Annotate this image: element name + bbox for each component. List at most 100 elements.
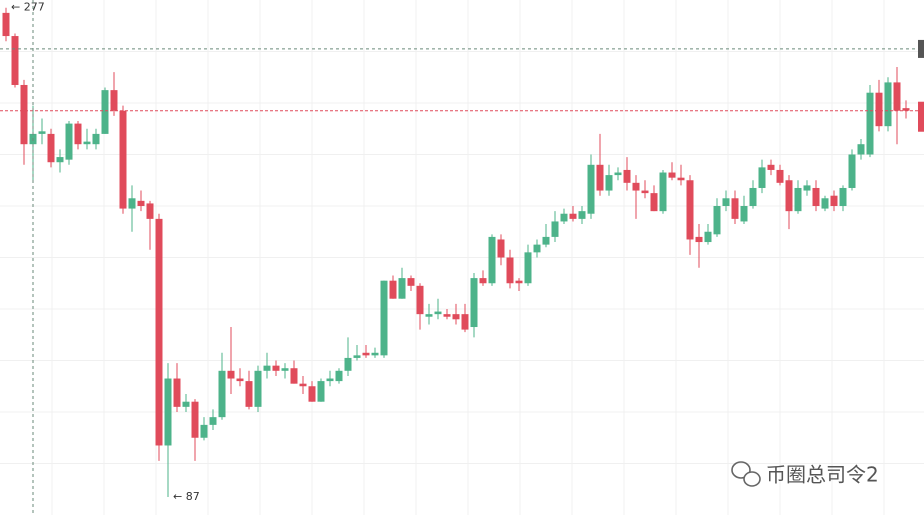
candle-body [308,386,316,402]
candle-body [893,82,901,111]
candle-body [182,401,190,407]
candle-body [362,352,370,356]
candle-body [11,36,19,85]
candle-body [731,198,739,219]
candle-body [884,82,892,127]
candle-body [776,169,784,183]
candle-body [497,239,505,258]
candle-body [20,84,28,145]
watermark-icon [731,461,751,479]
candle-body [416,285,424,315]
candle-body [902,108,910,111]
candle-body [38,131,46,134]
candle-body [839,187,847,206]
candle-body [767,164,775,170]
candle-body [524,252,532,284]
candle-body [209,417,217,425]
candle-body [137,200,145,206]
candle-body [119,110,127,209]
candle-body [425,314,433,317]
candle-body [398,278,406,299]
candle-body [128,198,136,209]
candle-body [299,383,307,387]
candle-body [74,123,82,145]
candle-body [623,169,631,183]
candle-body [389,280,397,299]
candle-body [614,172,622,176]
candle-body [713,206,721,235]
candle-body [677,177,685,181]
candle-body [461,314,469,330]
max-label: ← 277 [11,1,45,14]
candle-body [749,187,757,206]
candle-body [695,236,703,243]
candle-body [434,311,442,315]
candle-body [785,180,793,212]
candle-body [596,164,604,191]
candle-body [659,172,667,212]
candle-body [794,187,802,212]
crosshair-axis-box [918,39,924,58]
candle-body [407,278,415,286]
candle-body [650,193,658,212]
candle-body [290,368,298,384]
candle-body [2,12,10,37]
candle-body [515,280,523,284]
candle-body [164,378,172,446]
candle-body [335,370,343,382]
candle-body [344,357,352,371]
candle-body [632,182,640,191]
candle-body [227,370,235,379]
watermark-icon [743,471,761,487]
candle-body [452,314,460,320]
candle-body [65,123,73,160]
candle-body [326,378,334,382]
candle-body [587,164,595,214]
candle-body [155,218,163,446]
candle-body [875,92,883,127]
candle-body [146,203,154,219]
watermark: 币圈总司令2 [731,461,879,487]
candle-body [803,185,811,191]
candle-body [488,236,496,284]
candle-body [830,195,838,206]
price-axis-box [918,101,924,132]
candle-body [200,424,208,438]
candle-body [263,365,271,371]
candle-body [686,180,694,240]
candle-body [101,90,109,134]
candle-body [317,381,325,402]
candle-body [272,365,280,371]
candle-body [47,133,55,163]
candle-body [479,278,487,284]
candle-body [812,187,820,206]
candle-body [605,175,613,191]
candle-body [533,244,541,253]
candle-body [281,368,289,371]
candle-body [569,213,577,219]
candle-body [542,236,550,245]
candle-body [245,381,253,407]
candle-body [254,370,262,407]
candle-body [740,206,748,222]
candle-body [857,144,865,155]
min-label: ← 87 [173,490,200,503]
candle-body [821,198,829,209]
candle-body [110,90,118,111]
candle-body [551,221,559,237]
candle-body [848,154,856,188]
candle-body [641,190,649,194]
watermark-text: 币圈总司令2 [766,463,879,487]
candle-body [92,133,100,145]
candle-body [443,314,451,317]
candle-body [173,378,181,407]
candle-body [866,92,874,155]
candle-body [56,157,64,163]
candle-body [704,231,712,243]
candle-body [353,355,361,358]
candle-body [191,401,199,438]
candle-body [236,378,244,382]
